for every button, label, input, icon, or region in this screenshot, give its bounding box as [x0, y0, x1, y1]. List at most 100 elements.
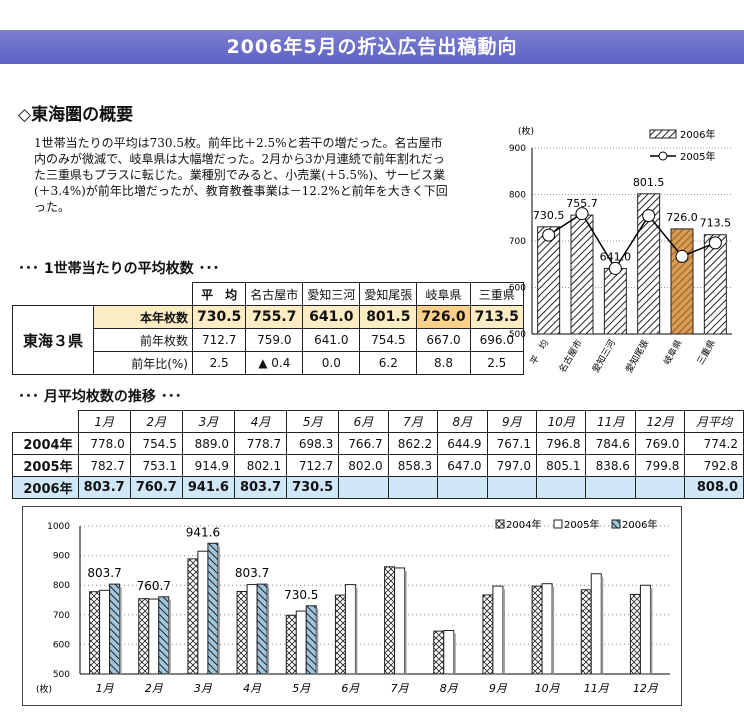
series-marker-2005: [675, 249, 689, 263]
cell: 808.0: [684, 476, 744, 499]
x-tick-label: 5月: [292, 682, 311, 695]
cell: 778.7: [233, 432, 288, 455]
y-tick-label: 800: [509, 191, 526, 201]
col-header: 4月: [233, 410, 288, 433]
row-label: 前年比(%): [93, 351, 193, 375]
cell: 644.9: [437, 432, 488, 455]
region-label: 東海３県: [12, 305, 94, 375]
legend-swatch: [611, 519, 621, 529]
cell: [437, 476, 488, 499]
x-tick-label: 1月: [96, 682, 115, 695]
legend-label: 2006年: [680, 128, 715, 141]
cell: [634, 476, 686, 499]
data-label: 760.7: [137, 579, 171, 593]
x-tick-label: 岐阜県: [661, 338, 685, 367]
summary-text: 1世帯当たりの平均は730.5枚。前年比＋2.5%と若干の増だった。名古屋市内の…: [34, 136, 448, 214]
x-tick-label: 7月: [391, 682, 410, 695]
monthly-average-table: 1月 2月 3月 4月 5月 6月 7月 8月 9月 10月 11月 12月 月平均 2004年 778.…: [12, 410, 744, 499]
bar-shadow: [267, 587, 270, 674]
bar-shadow: [316, 608, 319, 674]
col-header: 6月: [338, 410, 389, 433]
x-tick-label: 2月: [145, 682, 164, 695]
legend-label: 2004年: [506, 518, 541, 531]
bar: [670, 228, 694, 335]
bar: [433, 630, 445, 675]
x-tick-label: 愛知尾張: [623, 338, 651, 375]
cell: 726.0: [416, 305, 471, 329]
cell: 698.3: [286, 432, 340, 455]
y-tick-label: 900: [509, 144, 526, 154]
cell: 802.1: [233, 454, 288, 477]
cell: 782.7: [77, 454, 131, 477]
cell: 796.8: [536, 432, 587, 455]
col-header: 愛知三河: [302, 282, 361, 306]
bar: [580, 589, 592, 675]
col-header: 7月: [387, 410, 439, 433]
bar: [187, 558, 199, 675]
x-tick-label: 12月: [633, 682, 659, 695]
cell: 647.0: [437, 454, 488, 477]
col-header: 3月: [181, 410, 235, 433]
region-chart: (枚) 500 600 700 800 900 730.5 平 均 755.7 名古屋市 641.0…: [509, 125, 732, 375]
y-tick-label: 700: [509, 237, 526, 247]
row-label: 本年枚数: [93, 305, 193, 329]
col-header: 10月: [536, 410, 587, 433]
y-tick-label: 800: [53, 581, 70, 591]
cell: 713.5: [469, 305, 524, 329]
cell: [536, 476, 587, 499]
cell: 805.1: [536, 454, 587, 477]
cell: 667.0: [416, 328, 471, 352]
col-header: 5月: [286, 410, 340, 433]
unit-label: (枚): [518, 125, 534, 137]
row-label: 2004年: [12, 432, 79, 455]
cell: [486, 476, 538, 499]
data-label: 726.0: [666, 211, 698, 224]
y-tick-label: 900: [53, 552, 70, 562]
section-heading: ◇東海圏の概要: [18, 105, 134, 125]
bar-shadow: [119, 587, 122, 674]
bar: [639, 584, 651, 675]
cell: 797.0: [486, 454, 538, 477]
cell: 858.3: [387, 454, 439, 477]
data-label: 803.7: [235, 566, 269, 580]
cell: 6.2: [359, 351, 418, 375]
legend-label: 2006年: [622, 518, 657, 531]
y-tick-label: 1000: [47, 522, 70, 532]
col-header: 平 均: [191, 282, 247, 306]
bar: [541, 583, 553, 675]
series-marker-2005: [575, 207, 589, 221]
cell: 803.7: [77, 476, 131, 499]
x-tick-label: 9月: [489, 682, 508, 695]
x-tick-label: 平 均: [527, 338, 551, 367]
cell: 730.5: [286, 476, 340, 499]
legend-swatch: [658, 151, 668, 161]
bar: [394, 567, 406, 675]
bar-shadow: [552, 586, 555, 674]
bar: [295, 610, 307, 675]
cell: 803.7: [233, 476, 288, 499]
bar: [492, 585, 504, 675]
x-tick-label: 名古屋市: [556, 338, 584, 375]
col-header: 三重県: [469, 282, 524, 306]
cell: 838.6: [585, 454, 636, 477]
cell: 801.5: [359, 305, 418, 329]
legend-label: 2005年: [680, 150, 715, 163]
cell: 802.0: [338, 454, 389, 477]
bar: [236, 591, 248, 675]
cell: 2.5: [191, 351, 247, 375]
col-header: 名古屋市: [245, 282, 304, 306]
bar-shadow: [217, 546, 220, 674]
y-tick-label: 700: [53, 611, 70, 621]
col-header: 1月: [77, 410, 131, 433]
bar: [537, 226, 561, 335]
table2-heading: ･･･ 月平均枚数の推移 ･･･: [18, 389, 182, 405]
x-tick-label: 8月: [440, 682, 459, 695]
cell: 778.0: [77, 432, 131, 455]
legend-swatch: [649, 129, 677, 139]
cell: 755.7: [245, 305, 304, 329]
household-average-table: 平 均 名古屋市 愛知三河 愛知尾張 岐阜県 三重県 東海３県 本年枚数 730…: [12, 282, 524, 375]
x-tick-label: 6月: [341, 682, 360, 695]
col-header: 月平均: [684, 410, 744, 433]
bar-shadow: [355, 587, 358, 674]
x-tick-label: 愛知三河: [590, 338, 618, 375]
